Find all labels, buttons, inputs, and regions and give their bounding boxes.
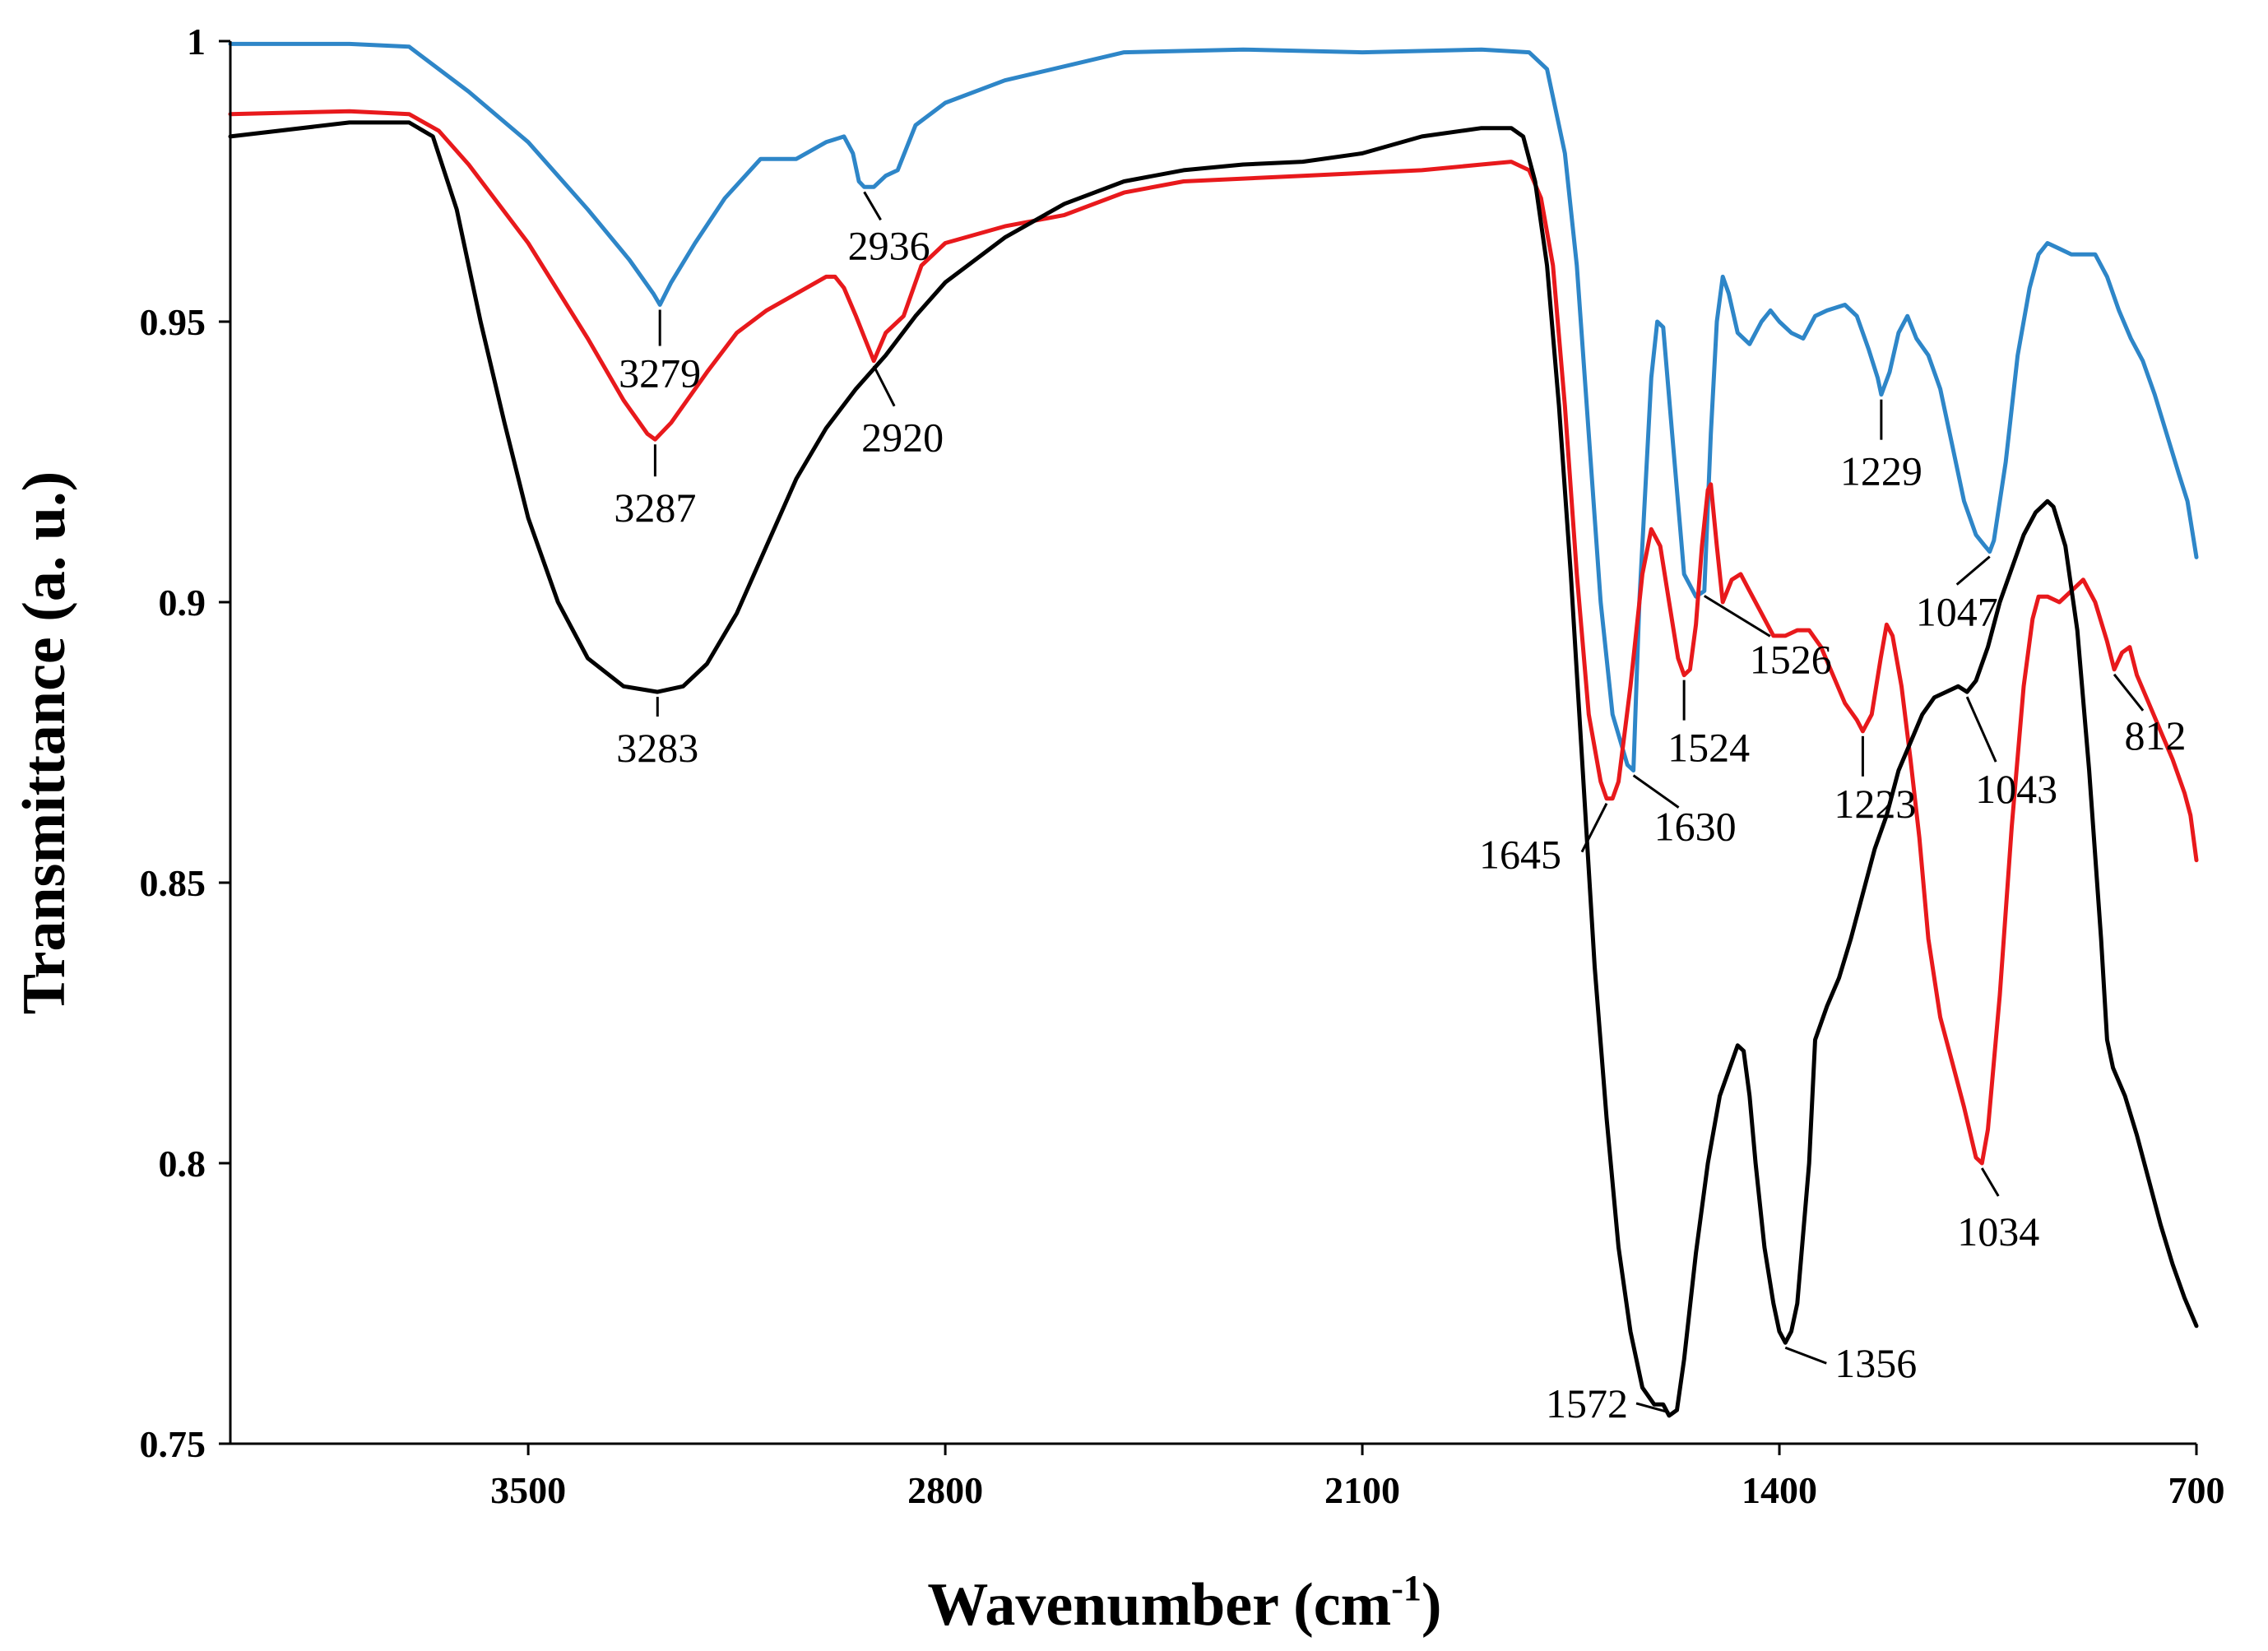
series-line-black <box>228 120 2199 1418</box>
peak-label-2936: 2936 <box>848 222 930 268</box>
y-tick-label: 0.8 <box>159 1143 206 1185</box>
peak-label-1043: 1043 <box>1975 766 2057 812</box>
x-axis-title-main: Wavenumber (cm <box>927 1571 1391 1639</box>
peak-label-1047: 1047 <box>1916 589 1998 635</box>
peak-leader-line <box>1580 803 1608 853</box>
peak-leader-line <box>1784 1346 1827 1365</box>
series-line-blue <box>228 41 2199 773</box>
peak-label-3283: 3283 <box>616 725 698 771</box>
peak-leader-line <box>1980 1167 2000 1197</box>
peak-label-812: 812 <box>2125 712 2187 758</box>
y-axis-title: Transmittance (a. u.) <box>11 471 78 1014</box>
peak-leader-line <box>863 191 882 221</box>
peak-label-1526: 1526 <box>1750 636 1832 682</box>
peak-label-1356: 1356 <box>1834 1340 1917 1386</box>
y-tick-label: 0.85 <box>140 862 206 904</box>
x-tick-label: 2100 <box>1324 1469 1400 1511</box>
peak-leader-line <box>872 365 896 407</box>
x-tick-label: 2800 <box>907 1469 983 1511</box>
x-tick-label: 700 <box>2168 1469 2225 1511</box>
peak-label-1630: 1630 <box>1654 804 1737 850</box>
peak-label-1572: 1572 <box>1546 1380 1628 1426</box>
peak-label-1034: 1034 <box>1957 1208 2039 1254</box>
peak-leader-line <box>1955 555 1991 586</box>
peak-leader-line <box>1965 696 1997 763</box>
series-layer <box>228 41 2199 1418</box>
peak-label-2920: 2920 <box>861 415 944 461</box>
y-tick-label: 0.9 <box>159 582 206 624</box>
series-line-red <box>228 109 2199 1166</box>
peak-label-3279: 3279 <box>619 350 701 397</box>
ticks-layer: 1 0.95 0.9 0.85 0.8 0.75 3500 2800 2100 1400 700 <box>140 21 2225 1511</box>
peak-label-1524: 1524 <box>1667 725 1750 771</box>
peak-leader-line <box>1703 595 1771 638</box>
peak-label-1645: 1645 <box>1479 832 1561 878</box>
x-tick-label: 3500 <box>490 1469 566 1511</box>
x-axis-title-sup: -1 <box>1391 1568 1422 1608</box>
peak-leader-line <box>1632 774 1680 809</box>
peak-leader-line <box>1635 1402 1670 1414</box>
axes-layer <box>229 41 2196 1445</box>
y-tick-label: 0.75 <box>140 1423 206 1465</box>
y-tick-label: 0.95 <box>140 301 206 343</box>
peak-label-1223: 1223 <box>1834 781 1916 827</box>
x-tick-label: 1400 <box>1742 1469 1817 1511</box>
x-axis-title-close: ) <box>1422 1571 1442 1639</box>
y-tick-label: 1 <box>187 21 206 63</box>
peak-label-1229: 1229 <box>1840 448 1922 494</box>
peak-leader-line <box>2113 673 2145 712</box>
x-axis-title: Wavenumber (cm-1) <box>927 1568 1441 1639</box>
peak-label-3287: 3287 <box>614 485 696 531</box>
